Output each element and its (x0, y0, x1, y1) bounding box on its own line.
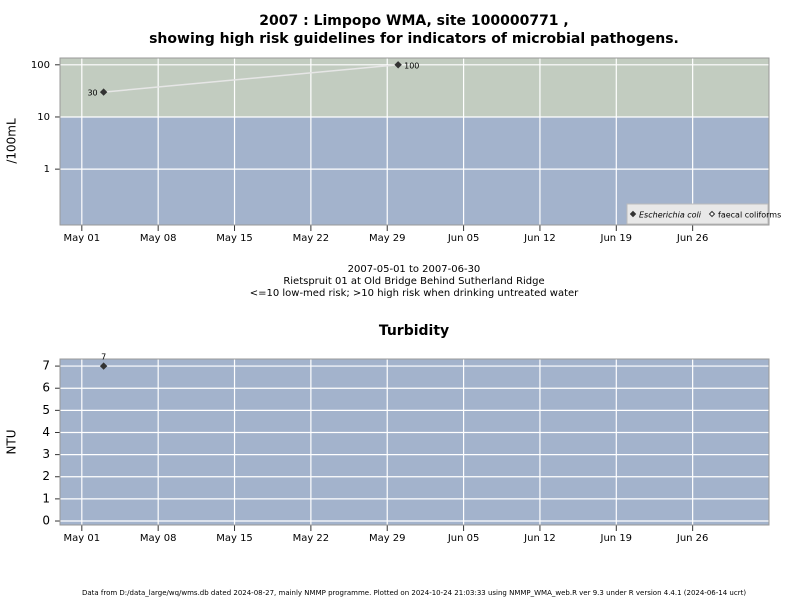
data-label: 7 (101, 353, 106, 362)
high-risk-band (60, 58, 769, 117)
annotation: 2007-05-01 to 2007-06-30 (348, 264, 481, 275)
data-label: 100 (404, 61, 419, 70)
data-label: 30 (87, 89, 97, 98)
x-tick-label: May 08 (140, 533, 177, 544)
annotation: Rietspruit 01 at Old Bridge Behind Suthe… (283, 276, 544, 287)
y-tick-label: 1 (42, 491, 50, 505)
plot-background (60, 359, 769, 525)
x-tick-label: Jun 12 (523, 533, 556, 544)
x-tick-label: Jun 05 (447, 233, 480, 244)
y-axis-label: /100mL (5, 118, 19, 164)
data-point (99, 88, 108, 96)
y-tick-label: 100 (31, 60, 50, 71)
y-tick-label: 5 (42, 403, 50, 417)
x-tick-label: May 08 (140, 233, 177, 244)
y-tick-label: 3 (42, 447, 50, 461)
x-tick-label: Jun 19 (600, 533, 633, 544)
y-tick-label: 0 (42, 514, 50, 528)
x-tick-label: Jun 19 (600, 233, 633, 244)
data-point (99, 362, 108, 370)
y-tick-label: 6 (42, 381, 50, 395)
legend (626, 203, 769, 225)
legend-marker (708, 210, 716, 218)
chart-title: Turbidity (379, 323, 449, 339)
x-tick-label: May 15 (216, 233, 253, 244)
y-tick-label: 7 (42, 359, 50, 373)
chart-subtitle: showing high risk guidelines for indicat… (149, 31, 679, 47)
legend-label: Escherichia coli (639, 211, 702, 220)
x-tick-label: Jun 05 (447, 533, 480, 544)
annotation: <=10 low-med risk; >10 high risk when dr… (250, 288, 579, 299)
series-line (103, 64, 399, 93)
x-tick-label: Jun 26 (676, 533, 709, 544)
x-tick-label: May 29 (369, 233, 406, 244)
data-point (394, 61, 402, 69)
x-tick-label: May 29 (369, 533, 406, 544)
plot-border (59, 358, 770, 526)
x-tick-label: May 22 (293, 533, 330, 544)
plot-border (59, 57, 770, 226)
chart-title: 2007 : Limpopo WMA, site 100000771 , (259, 13, 569, 29)
legend-marker (629, 210, 637, 218)
y-axis-label: NTU (5, 429, 19, 454)
y-tick-label: 4 (42, 425, 50, 439)
x-tick-label: Jun 26 (676, 233, 709, 244)
x-tick-label: May 01 (64, 233, 101, 244)
footer: Data from D:/data_large/wq/wms.db dated … (82, 589, 746, 597)
y-tick-label: 2 (42, 469, 50, 483)
legend-label: faecal coliforms (718, 211, 781, 220)
y-tick-label: 1 (44, 164, 50, 175)
x-tick-label: May 22 (293, 233, 330, 244)
y-tick-label: 10 (37, 112, 50, 123)
x-tick-label: Jun 12 (523, 233, 556, 244)
x-tick-label: May 01 (64, 533, 101, 544)
x-tick-label: May 15 (216, 533, 253, 544)
